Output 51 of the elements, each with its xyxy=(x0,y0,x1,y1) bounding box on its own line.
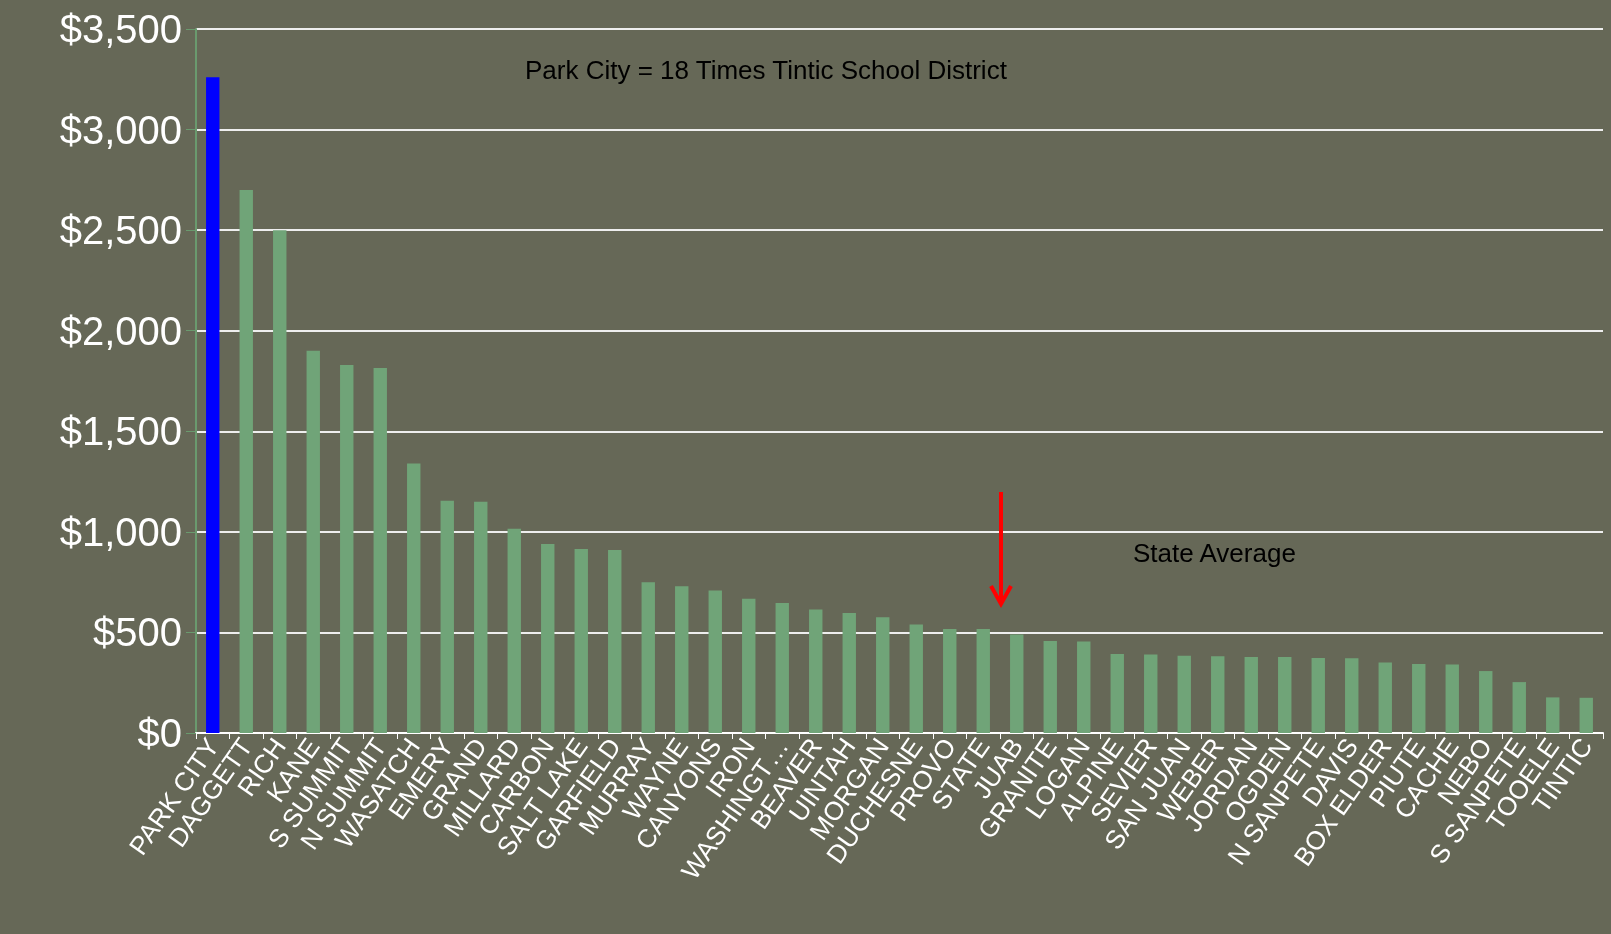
bar xyxy=(1043,641,1057,733)
bar xyxy=(340,364,354,733)
y-tick-label: $1,500 xyxy=(59,409,182,454)
bar xyxy=(407,463,421,733)
bar xyxy=(976,629,990,733)
bar xyxy=(1278,656,1292,733)
y-tick-label: $2,500 xyxy=(59,208,182,253)
y-tick-label: $1,000 xyxy=(59,509,182,554)
bar xyxy=(1479,671,1493,733)
y-tick-label: $3,500 xyxy=(59,7,182,51)
bar xyxy=(206,77,220,733)
bar xyxy=(474,501,488,733)
bar xyxy=(775,603,789,733)
bar xyxy=(1345,658,1359,733)
bar xyxy=(273,230,287,733)
bar xyxy=(809,609,823,733)
bar xyxy=(742,598,756,733)
bar xyxy=(1177,655,1191,733)
bar xyxy=(239,189,253,733)
y-tick-label: $2,000 xyxy=(59,308,182,353)
bar xyxy=(1144,654,1158,733)
bar xyxy=(1412,664,1426,733)
bar xyxy=(1077,641,1091,733)
bar xyxy=(675,586,689,733)
bar xyxy=(876,617,890,733)
bar xyxy=(1512,682,1526,733)
bar xyxy=(909,624,923,733)
bar xyxy=(608,549,622,733)
bar xyxy=(1579,697,1593,733)
bar xyxy=(306,350,320,733)
bar xyxy=(1445,664,1459,733)
bar xyxy=(1546,697,1560,733)
bar xyxy=(1010,634,1024,733)
bar xyxy=(440,500,454,733)
bar xyxy=(1211,656,1225,733)
bar xyxy=(842,613,856,733)
bar xyxy=(1311,657,1325,733)
bar xyxy=(1378,662,1392,733)
bar xyxy=(1244,656,1258,733)
bar xyxy=(1110,653,1124,733)
bar xyxy=(541,543,555,733)
bar xyxy=(943,629,957,733)
annotation: Park City = 18 Times Tintic School District xyxy=(525,55,1008,85)
annotation: State Average xyxy=(1133,538,1296,568)
y-tick-label: $500 xyxy=(93,610,182,655)
bar xyxy=(574,548,588,733)
bar xyxy=(641,582,655,733)
bar xyxy=(507,528,521,733)
bar xyxy=(708,590,722,733)
y-tick-label: $3,000 xyxy=(59,107,182,152)
bar xyxy=(373,367,387,733)
